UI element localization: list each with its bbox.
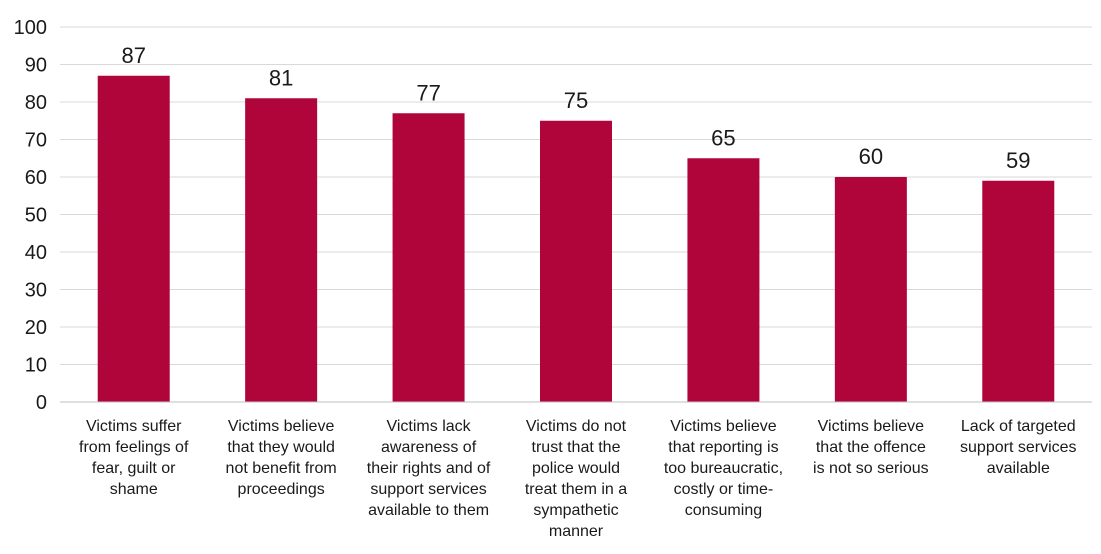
- y-tick-label: 70: [25, 130, 47, 152]
- bar: [392, 113, 465, 402]
- y-axis-ticks: 0 10 20 30 40 50 60 70 80 90 100: [14, 17, 47, 414]
- x-category-label-line: is not so serious: [813, 460, 929, 477]
- x-category-label-line: available: [987, 460, 1050, 477]
- data-label: 77: [416, 80, 440, 105]
- data-label: 81: [269, 65, 293, 90]
- bar: [540, 120, 612, 402]
- x-category-label-line: Victims believe: [670, 418, 777, 435]
- data-label: 60: [859, 144, 883, 169]
- y-tick-label: 100: [14, 17, 47, 39]
- x-category-label-line: police would: [532, 460, 620, 477]
- x-category-label-line: from feelings of: [79, 439, 189, 456]
- y-tick-label: 30: [25, 280, 47, 302]
- x-category-label-line: manner: [549, 523, 604, 540]
- x-category-label: Victims believe that they would not benefi…: [226, 418, 337, 498]
- x-category-label-line: Victims believe: [818, 418, 925, 435]
- bar: [97, 75, 170, 402]
- y-tick-label: 50: [25, 205, 47, 227]
- bar: [245, 98, 318, 402]
- x-category-label-line: trust that the: [532, 439, 621, 456]
- y-tick-label: 10: [25, 355, 47, 377]
- data-label: 75: [564, 88, 588, 113]
- x-category-label-line: Lack of targeted: [961, 418, 1076, 435]
- x-category-label-line: costly or time-: [674, 481, 774, 498]
- x-category-label-line: Victims do not: [526, 418, 627, 435]
- x-category-label: Victims lack awareness of their rights and…: [367, 418, 491, 519]
- data-label: 87: [121, 43, 145, 68]
- x-category-label-line: fear, guilt or: [92, 460, 176, 477]
- bar: [834, 177, 907, 402]
- x-category-label: Victims believe that reporting is too bure…: [664, 418, 783, 519]
- bars: [97, 75, 1055, 402]
- x-category-label-line: sympathetic: [533, 502, 618, 519]
- x-category-label-line: Victims lack: [386, 418, 471, 435]
- x-category-label: Lack of targeted support services availabl…: [960, 418, 1077, 477]
- x-category-label-line: that the offence: [816, 439, 926, 456]
- y-tick-label: 90: [25, 55, 47, 77]
- x-category-label-line: awareness of: [381, 439, 477, 456]
- x-category-label-line: consuming: [685, 502, 762, 519]
- x-category-label-line: not benefit from: [226, 460, 337, 477]
- x-category-label-line: proceedings: [238, 481, 325, 498]
- y-tick-label: 60: [25, 167, 47, 189]
- y-tick-label: 80: [25, 92, 47, 114]
- y-tick-label: 20: [25, 317, 47, 339]
- x-category-label: Victims suffer from feelings of fear, guil…: [79, 418, 189, 498]
- x-category-label-line: treat them in a: [525, 481, 627, 498]
- x-category-label-line: shame: [110, 481, 158, 498]
- x-axis-categories: Victims suffer from feelings of fear, guil…: [79, 418, 1077, 540]
- x-category-label-line: their rights and of: [367, 460, 491, 477]
- x-category-label-line: available to them: [368, 502, 489, 519]
- x-category-label-line: support services: [960, 439, 1077, 456]
- x-category-label-line: too bureaucratic,: [664, 460, 783, 477]
- x-category-label: Victims believe that the offence is not so…: [813, 418, 929, 477]
- x-category-label-line: Victims suffer: [86, 418, 182, 435]
- x-category-label-line: that reporting is: [668, 439, 778, 456]
- data-label: 59: [1006, 148, 1030, 173]
- bar: [687, 158, 760, 402]
- x-category-label-line: Victims believe: [228, 418, 335, 435]
- x-category-label: Victims do not trust that the police would…: [525, 418, 627, 540]
- bar: [982, 180, 1055, 402]
- data-label: 65: [711, 125, 735, 150]
- x-category-label-line: support services: [370, 481, 487, 498]
- y-tick-label: 0: [36, 392, 47, 414]
- y-tick-label: 40: [25, 242, 47, 264]
- data-labels: 87 81 77 75 65 60 59: [121, 43, 1030, 173]
- x-category-label-line: that they would: [227, 439, 335, 456]
